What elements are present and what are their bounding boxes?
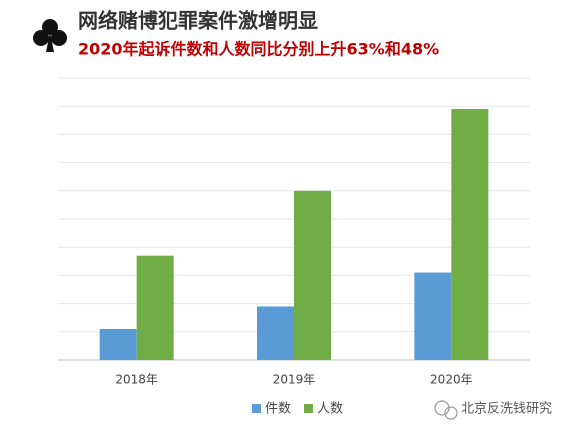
bar — [99, 328, 137, 360]
watermark-icon — [434, 400, 458, 420]
legend-swatch — [304, 404, 313, 413]
x-tick-label: 2020年 — [430, 373, 473, 387]
bar — [414, 272, 452, 360]
x-tick-label: 2019年 — [273, 373, 316, 387]
x-tick-label: 2018年 — [115, 373, 158, 387]
bar — [257, 306, 294, 360]
club-icon — [33, 19, 67, 52]
legend-swatch — [252, 404, 261, 413]
legend-label: 件数 — [265, 402, 291, 417]
chart-title: 网络赌博犯罪案件激增明显 — [78, 9, 318, 33]
legend-label: 人数 — [317, 402, 343, 417]
chart-subtitle: 2020年起诉件数和人数同比分别上升63%和48% — [78, 40, 439, 59]
bar — [136, 255, 174, 360]
bar — [294, 190, 331, 360]
bar — [451, 109, 489, 361]
watermark: 北京反洗钱研究 — [461, 402, 552, 417]
